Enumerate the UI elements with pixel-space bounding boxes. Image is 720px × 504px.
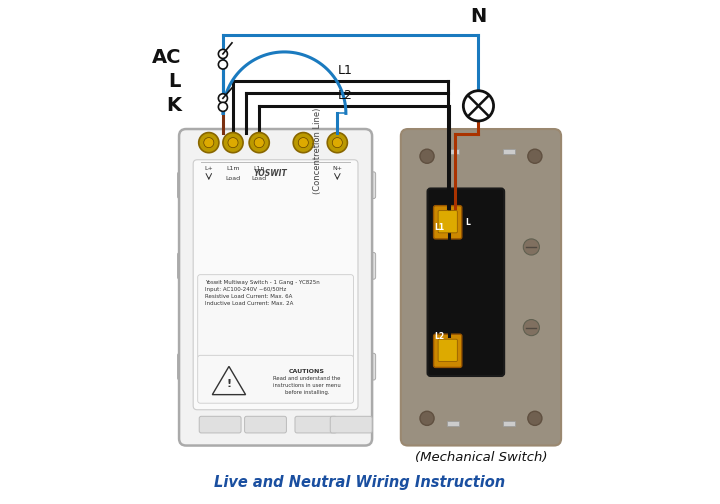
FancyBboxPatch shape — [198, 355, 354, 403]
Circle shape — [523, 239, 539, 255]
Text: (Mechanical Switch): (Mechanical Switch) — [415, 451, 547, 464]
Circle shape — [254, 138, 264, 148]
Text: YOSWIT: YOSWIT — [253, 169, 287, 178]
FancyBboxPatch shape — [178, 353, 189, 380]
Text: L+: L+ — [204, 166, 213, 171]
Text: L1m: L1m — [226, 166, 240, 171]
Bar — [447, 149, 459, 154]
Circle shape — [218, 102, 228, 111]
FancyBboxPatch shape — [245, 416, 287, 433]
Text: L: L — [465, 218, 469, 227]
Circle shape — [249, 133, 269, 153]
Circle shape — [228, 138, 238, 148]
Text: !: ! — [226, 379, 232, 389]
FancyBboxPatch shape — [178, 172, 189, 199]
Bar — [447, 421, 459, 426]
FancyBboxPatch shape — [433, 334, 462, 367]
Text: Load: Load — [225, 176, 240, 181]
Circle shape — [420, 411, 434, 425]
FancyBboxPatch shape — [178, 253, 189, 279]
Bar — [503, 421, 515, 426]
Text: Live and Neutral Wiring Instruction: Live and Neutral Wiring Instruction — [215, 475, 505, 490]
Text: CAUTIONS: CAUTIONS — [289, 369, 325, 374]
Bar — [503, 149, 515, 154]
Text: L2: L2 — [435, 332, 445, 341]
FancyBboxPatch shape — [179, 129, 372, 446]
Circle shape — [218, 60, 228, 69]
Circle shape — [333, 138, 343, 148]
Circle shape — [463, 91, 494, 121]
FancyBboxPatch shape — [198, 275, 354, 358]
Circle shape — [528, 411, 542, 425]
Circle shape — [199, 133, 219, 153]
Text: N: N — [470, 7, 487, 26]
Circle shape — [420, 149, 434, 163]
Circle shape — [298, 138, 308, 148]
Circle shape — [218, 49, 228, 58]
FancyBboxPatch shape — [364, 253, 376, 279]
Text: L: L — [168, 73, 181, 91]
Text: K: K — [166, 96, 181, 115]
FancyBboxPatch shape — [438, 339, 457, 361]
FancyBboxPatch shape — [433, 206, 462, 239]
Circle shape — [528, 149, 542, 163]
Text: Yoswit Multiway Switch - 1 Gang - YC825n
Input: AC100-240V ~60/50Hz
Resistive Lo: Yoswit Multiway Switch - 1 Gang - YC825n… — [205, 280, 320, 306]
FancyBboxPatch shape — [193, 160, 358, 410]
Circle shape — [204, 138, 214, 148]
Text: AC: AC — [152, 48, 181, 68]
FancyBboxPatch shape — [364, 172, 376, 199]
FancyBboxPatch shape — [295, 416, 337, 433]
Circle shape — [223, 133, 243, 153]
Circle shape — [328, 133, 348, 153]
Text: Load: Load — [251, 176, 267, 181]
Text: Read and understand the
instructions in user menu
before installing.: Read and understand the instructions in … — [273, 376, 341, 395]
FancyBboxPatch shape — [428, 188, 504, 376]
Circle shape — [218, 94, 228, 103]
Text: L2: L2 — [338, 89, 352, 102]
FancyBboxPatch shape — [401, 129, 561, 446]
FancyBboxPatch shape — [364, 353, 376, 380]
Text: L1: L1 — [338, 64, 352, 77]
Text: N+: N+ — [333, 166, 342, 171]
FancyBboxPatch shape — [199, 416, 241, 433]
FancyBboxPatch shape — [438, 211, 457, 233]
Text: (Concentretion Line): (Concentretion Line) — [312, 108, 322, 195]
Text: L1: L1 — [435, 223, 445, 232]
FancyBboxPatch shape — [330, 416, 372, 433]
Circle shape — [523, 320, 539, 336]
Circle shape — [293, 133, 313, 153]
Text: L1n: L1n — [253, 166, 265, 171]
